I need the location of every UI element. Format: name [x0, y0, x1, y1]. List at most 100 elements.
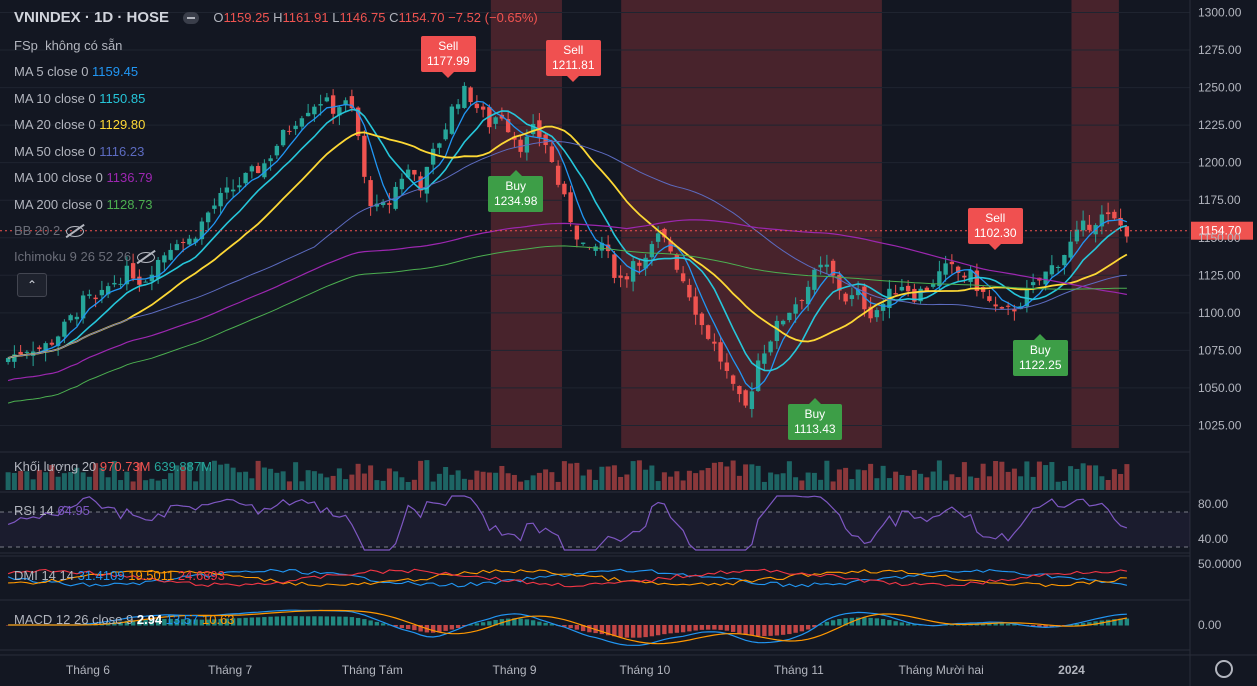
ma-legend-item[interactable]: MA 10 close 0 1150.85	[14, 91, 145, 106]
candle-body	[362, 135, 367, 177]
sell-signal[interactable]: Sell 1177.99	[421, 36, 476, 78]
rsi-legend[interactable]: RSI 14 64.95	[14, 503, 90, 518]
volume-bar	[249, 478, 255, 490]
ma-legend-value: 1128.73	[106, 196, 153, 212]
buy-signal[interactable]: Buy 1122.25	[1013, 334, 1068, 376]
buy-signal[interactable]: Buy 1113.43	[788, 398, 842, 440]
candle-body	[505, 118, 511, 133]
candle-body	[987, 296, 992, 301]
ma-legend-value: 1116.23	[99, 143, 145, 159]
candle-body	[449, 106, 455, 134]
volume-bar	[199, 462, 205, 490]
volume-bar	[130, 481, 136, 490]
volume-bar	[586, 469, 592, 490]
macd-histogram-bar	[137, 619, 142, 626]
candle-body	[799, 300, 805, 302]
macd-histogram-bar	[999, 623, 1005, 626]
macd-histogram-bar	[374, 621, 380, 626]
macd-histogram-bar	[712, 625, 717, 630]
volume-bar	[799, 480, 805, 490]
candle-body	[693, 296, 698, 315]
candle-body	[518, 139, 523, 152]
macd-histogram-bar	[243, 617, 248, 626]
candle-body	[774, 320, 780, 342]
macd-histogram-bar	[262, 617, 267, 626]
candle-body	[143, 281, 148, 283]
buy-signal[interactable]: Buy 1234.98	[488, 170, 544, 212]
candle-body	[1030, 282, 1036, 286]
volume-bar	[1105, 479, 1111, 490]
volume-bar	[243, 471, 249, 490]
volume-bar	[718, 462, 724, 490]
macd-histogram-bar	[180, 619, 186, 626]
dmi-legend[interactable]: DMI 14 14 31.4109 19.5011 24.6893	[14, 568, 225, 583]
volume-bar	[449, 474, 455, 490]
macd-histogram-bar	[299, 616, 305, 626]
volume-legend[interactable]: Khối lượng 20 970.73M 639.887M	[14, 459, 212, 474]
macd-histogram-bar	[199, 619, 205, 626]
macd-histogram-bar	[730, 625, 736, 632]
sell-signal[interactable]: Sell 1102.30	[968, 208, 1023, 250]
ma-legend-item[interactable]: MA 20 close 0 1129.80	[14, 117, 145, 132]
time-axis-label: 2024	[1058, 663, 1085, 677]
candle-body	[87, 294, 92, 296]
volume-bar	[936, 460, 942, 490]
macd-histogram-bar	[1105, 619, 1111, 626]
volume-bar	[755, 465, 761, 490]
volume-bar	[5, 472, 11, 490]
candle-body	[562, 183, 567, 195]
macd-histogram-bar	[543, 622, 548, 626]
macd-histogram-bar	[524, 619, 530, 626]
ichimoku-legend[interactable]: Ichimoku 9 26 52 26	[14, 249, 156, 264]
candle-body	[1012, 309, 1017, 312]
macd-histogram-bar	[912, 624, 917, 626]
macd-histogram-bar	[487, 621, 492, 626]
macd-legend[interactable]: MACD 12 26 close 9 2.94 13.57 10.63	[14, 612, 235, 627]
symbol-title[interactable]: VNINDEX · 1D · HOSE	[14, 9, 170, 26]
minus-icon[interactable]	[183, 12, 200, 25]
candle-body	[318, 104, 323, 106]
hidden-eye-icon[interactable]	[137, 252, 156, 264]
candle-body	[768, 341, 773, 353]
volume-bar	[561, 461, 567, 490]
ma-legend-item[interactable]: MA 100 close 0 1136.79	[14, 170, 153, 185]
macd-tick-label: 0.00	[1198, 618, 1222, 632]
hidden-eye-icon[interactable]	[66, 226, 85, 238]
candle-body	[212, 205, 217, 209]
chevron-up-icon[interactable]: ⌃	[17, 273, 47, 297]
macd-histogram-bar	[255, 617, 261, 626]
ma-legend-item[interactable]: MA 50 close 0 1116.23	[14, 144, 144, 159]
volume-bar	[805, 472, 811, 490]
volume-bar	[780, 473, 786, 490]
macd-histogram-bar	[662, 625, 667, 635]
candle-body	[368, 180, 373, 207]
volume-bar	[961, 462, 967, 490]
candle-body	[387, 203, 392, 205]
gear-icon[interactable]	[1215, 660, 1233, 678]
candle-body	[18, 351, 23, 355]
price-tick-label: 1200.00	[1198, 156, 1242, 170]
candle-body	[193, 238, 198, 243]
candle-body	[1074, 229, 1080, 242]
candle-body	[237, 185, 242, 188]
sell-signal[interactable]: Sell 1211.81	[546, 40, 601, 82]
volume-bar	[268, 468, 274, 490]
macd-histogram-bar	[143, 619, 148, 626]
candle-body	[1124, 226, 1130, 237]
volume-bar	[736, 475, 742, 490]
bb-legend[interactable]: BB 20 2	[14, 223, 85, 238]
macd-histogram-bar	[462, 625, 467, 627]
candle-body	[1043, 271, 1048, 285]
fsp-legend[interactable]: FSp không có sẵn	[14, 38, 123, 53]
candle-body	[62, 321, 67, 337]
volume-bar	[880, 465, 886, 490]
macd-histogram-bar	[893, 621, 898, 626]
macd-histogram-bar	[1030, 625, 1036, 627]
candle-body	[1112, 211, 1117, 219]
ma-legend-value: 1136.79	[106, 170, 153, 185]
macd-histogram-bar	[855, 617, 861, 626]
macd-histogram-bar	[324, 616, 330, 626]
ma-legend-item[interactable]: MA 5 close 0 1159.45	[14, 64, 138, 79]
ma-legend-item[interactable]: MA 200 close 0 1128.73	[14, 197, 153, 212]
